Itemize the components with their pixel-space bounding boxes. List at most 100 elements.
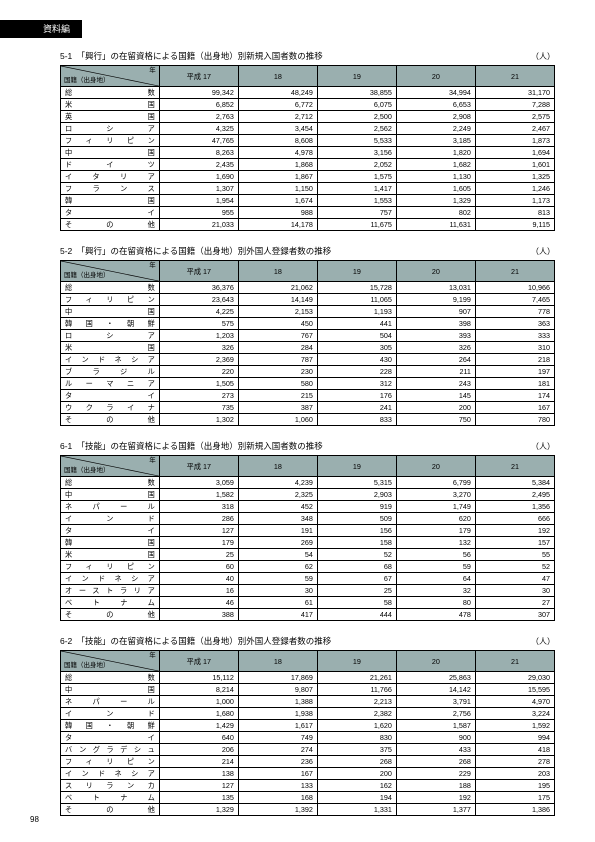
table-cell: 1,060 [238, 414, 317, 426]
table-cell: 2,435 [159, 159, 238, 171]
table-cell: 2,500 [317, 111, 396, 123]
table-cell: 430 [317, 354, 396, 366]
table-cell: 4,978 [238, 147, 317, 159]
row-label: ウクライナ [61, 402, 160, 414]
table-cell: 307 [475, 609, 554, 621]
table-cell: 7,465 [475, 294, 554, 306]
table-cell: 211 [396, 366, 475, 378]
table-cell: 192 [396, 792, 475, 804]
section-title-row: 6-1 「技能」の在留資格による国籍（出身地）別新規入国者数の推移 （人） [60, 440, 555, 452]
year-header: 19 [317, 261, 396, 282]
table-cell: 274 [238, 744, 317, 756]
table-cell: 2,756 [396, 708, 475, 720]
table-cell: 269 [238, 537, 317, 549]
year-header: 平成 17 [159, 651, 238, 672]
table-cell: 348 [238, 513, 317, 525]
table-cell: 218 [475, 354, 554, 366]
table-cell: 14,178 [238, 219, 317, 231]
table-cell: 1,329 [159, 804, 238, 816]
row-label: 韓国・朝鮮 [61, 720, 160, 732]
table-cell: 3,454 [238, 123, 317, 135]
row-label: 中国 [61, 684, 160, 696]
table-cell: 3,156 [317, 147, 396, 159]
table-cell: 1,605 [396, 183, 475, 195]
row-label: タイ [61, 732, 160, 744]
table-cell: 64 [396, 573, 475, 585]
table-cell: 1,193 [317, 306, 396, 318]
row-label: タイ [61, 390, 160, 402]
side-tab [0, 20, 35, 38]
row-label: 総数 [61, 672, 160, 684]
row-label: オーストラリア [61, 585, 160, 597]
table-row: スリランカ127133162188195 [61, 780, 555, 792]
table-title: 5-2 「興行」の在留資格による国籍（出身地）別外国人登録者数の推移 [60, 245, 331, 257]
table-cell: 10,966 [475, 282, 554, 294]
table-cell: 127 [159, 525, 238, 537]
table-cell: 580 [238, 378, 317, 390]
table-cell: 286 [159, 513, 238, 525]
table-cell: 4,239 [238, 477, 317, 489]
table-cell: 167 [238, 768, 317, 780]
table-cell: 30 [475, 585, 554, 597]
table-title: 6-2 「技能」の在留資格による国籍（出身地）別外国人登録者数の推移 [60, 635, 331, 647]
row-label: 韓国 [61, 195, 160, 207]
table-cell: 1,325 [475, 171, 554, 183]
table-cell: 135 [159, 792, 238, 804]
table-cell: 230 [238, 366, 317, 378]
table-cell: 191 [238, 525, 317, 537]
table-cell: 575 [159, 318, 238, 330]
table-cell: 1,553 [317, 195, 396, 207]
table-cell: 17,869 [238, 672, 317, 684]
table-cell: 220 [159, 366, 238, 378]
table-row: イタリア1,6901,8671,5751,1301,325 [61, 171, 555, 183]
row-label: イタリア [61, 171, 160, 183]
table-cell: 188 [396, 780, 475, 792]
table-cell: 167 [475, 402, 554, 414]
table-cell: 32 [396, 585, 475, 597]
table-cell: 312 [317, 378, 396, 390]
row-label: タイ [61, 207, 160, 219]
table-cell: 2,052 [317, 159, 396, 171]
table-cell: 509 [317, 513, 396, 525]
table-row: ドイツ2,4351,8682,0521,6821,601 [61, 159, 555, 171]
table-cell: 1,173 [475, 195, 554, 207]
data-table: 年国籍（出身地）平成 1718192021総数36,37621,06215,72… [60, 260, 555, 426]
table-cell: 1,377 [396, 804, 475, 816]
table-cell: 907 [396, 306, 475, 318]
table-cell: 1,620 [317, 720, 396, 732]
table-cell: 830 [317, 732, 396, 744]
table-title: 6-1 「技能」の在留資格による国籍（出身地）別新規入国者数の推移 [60, 440, 323, 452]
table-cell: 80 [396, 597, 475, 609]
table-cell: 14,142 [396, 684, 475, 696]
table-cell: 1,388 [238, 696, 317, 708]
table-row: フランス1,3071,1501,4171,6051,246 [61, 183, 555, 195]
year-header: 18 [238, 651, 317, 672]
table-cell: 388 [159, 609, 238, 621]
row-label: 総数 [61, 477, 160, 489]
row-label: 英国 [61, 111, 160, 123]
table-cell: 2,575 [475, 111, 554, 123]
table-row: インド1,6801,9382,3822,7563,224 [61, 708, 555, 720]
row-label: スリランカ [61, 780, 160, 792]
data-table: 年国籍（出身地）平成 1718192021総数3,0594,2395,3156,… [60, 455, 555, 621]
table-cell: 6,772 [238, 99, 317, 111]
row-label: ブラジル [61, 366, 160, 378]
row-label: 米国 [61, 549, 160, 561]
table-cell: 2,213 [317, 696, 396, 708]
table-cell: 326 [159, 342, 238, 354]
row-label: 中国 [61, 306, 160, 318]
table-cell: 1,392 [238, 804, 317, 816]
table-cell: 27 [475, 597, 554, 609]
table-cell: 54 [238, 549, 317, 561]
table-cell: 58 [317, 597, 396, 609]
table-cell: 4,970 [475, 696, 554, 708]
table-cell: 363 [475, 318, 554, 330]
unit-label: （人） [531, 441, 555, 452]
table-cell: 2,712 [238, 111, 317, 123]
row-label: 韓国 [61, 537, 160, 549]
corner-nationality-label: 国籍（出身地） [64, 662, 110, 670]
table-cell: 48,249 [238, 87, 317, 99]
row-label: インドネシア [61, 768, 160, 780]
table-cell: 214 [159, 756, 238, 768]
table-cell: 6,075 [317, 99, 396, 111]
